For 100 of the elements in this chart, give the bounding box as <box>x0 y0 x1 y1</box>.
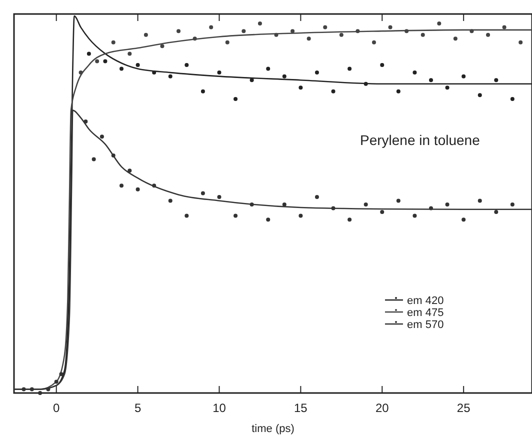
point <box>78 70 83 75</box>
point <box>95 59 100 64</box>
point <box>518 40 523 44</box>
point <box>331 89 336 94</box>
point <box>160 44 164 48</box>
point <box>429 78 434 82</box>
point <box>84 120 88 124</box>
point <box>314 194 319 199</box>
point <box>46 387 50 392</box>
point <box>274 32 278 37</box>
point <box>486 32 490 37</box>
point <box>339 32 344 37</box>
point <box>152 70 156 75</box>
point <box>111 153 116 158</box>
point <box>258 22 262 26</box>
point <box>266 218 270 222</box>
point <box>200 89 205 94</box>
point <box>404 29 409 34</box>
point <box>54 380 58 384</box>
point <box>306 36 311 41</box>
point <box>234 214 238 218</box>
point <box>103 59 108 64</box>
point <box>445 86 450 90</box>
point <box>494 210 498 214</box>
point <box>152 184 156 188</box>
point <box>242 29 246 34</box>
point <box>437 22 442 26</box>
point <box>429 206 434 210</box>
point <box>282 202 286 206</box>
point <box>494 78 498 82</box>
point <box>111 40 116 44</box>
point <box>356 29 360 34</box>
point <box>462 218 466 222</box>
annotation: Perylene in toluene <box>360 132 480 148</box>
point <box>388 25 392 30</box>
point <box>364 82 368 86</box>
point <box>100 134 104 139</box>
point <box>298 86 303 90</box>
point <box>168 74 172 78</box>
point <box>59 372 64 376</box>
point <box>331 206 336 210</box>
point <box>412 70 417 75</box>
point <box>30 387 34 392</box>
point <box>420 32 425 37</box>
point <box>510 202 514 206</box>
point <box>266 66 270 71</box>
point <box>510 96 514 101</box>
point <box>412 214 417 218</box>
point <box>445 202 450 206</box>
point <box>200 191 205 196</box>
point <box>282 74 286 78</box>
legend-label: em 475 <box>407 307 444 319</box>
point <box>168 198 172 203</box>
x-tick-label: 15 <box>294 401 308 415</box>
point <box>234 96 238 101</box>
point <box>380 210 384 214</box>
point <box>348 218 352 222</box>
point <box>136 187 140 192</box>
point <box>144 32 148 37</box>
point <box>396 198 400 203</box>
legend-label: em 570 <box>407 319 444 331</box>
point <box>86 52 91 56</box>
point <box>136 63 140 68</box>
point <box>453 36 458 41</box>
point <box>128 168 132 173</box>
x-tick-label: 5 <box>134 401 142 415</box>
point <box>462 74 466 78</box>
point <box>364 202 368 206</box>
point <box>348 66 352 71</box>
x-tick-label: 25 <box>456 401 471 415</box>
point <box>120 66 124 71</box>
point <box>380 63 384 68</box>
point <box>478 93 482 98</box>
point <box>184 63 189 68</box>
point <box>128 52 132 56</box>
point <box>192 36 197 41</box>
point <box>250 78 254 82</box>
point <box>314 70 319 75</box>
point <box>38 391 42 395</box>
x-tick-label: 10 <box>212 401 226 415</box>
point <box>470 29 474 34</box>
x-axis-title: time (ps) <box>252 423 294 435</box>
point <box>478 198 482 203</box>
x-tick-label: 0 <box>53 401 60 415</box>
point <box>92 157 96 162</box>
point <box>209 25 214 30</box>
point <box>217 194 222 199</box>
point <box>176 29 181 34</box>
point <box>502 25 506 30</box>
point <box>323 25 328 30</box>
point <box>120 184 124 188</box>
point <box>298 214 303 218</box>
x-tick-label: 20 <box>375 401 390 415</box>
legend-label: em 420 <box>407 295 444 307</box>
point <box>396 89 400 94</box>
point <box>184 214 189 218</box>
point <box>290 29 295 34</box>
point <box>225 40 230 44</box>
point <box>250 202 254 206</box>
point <box>372 40 376 44</box>
